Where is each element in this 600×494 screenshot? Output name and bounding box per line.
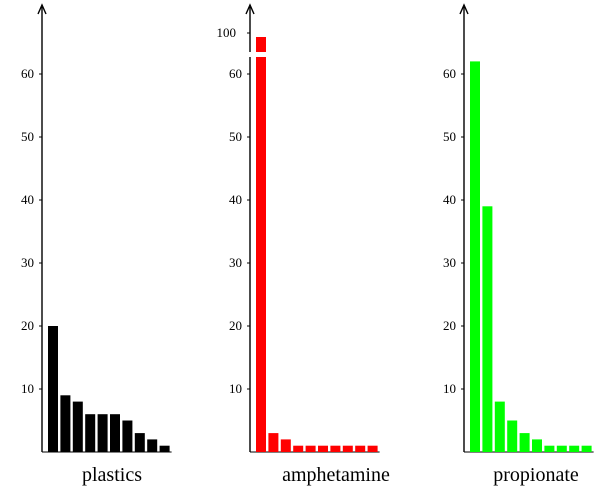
panel-label: propionate — [493, 464, 579, 486]
plastics-panel: 10 20 30 40 50 60 plastics — [21, 3, 172, 486]
bar-7 — [122, 420, 133, 452]
bar-2 — [60, 395, 71, 452]
bar-9 — [355, 445, 366, 452]
bar-5 — [519, 433, 530, 452]
bar-6 — [532, 439, 542, 452]
bar-2 — [268, 433, 279, 452]
y-tick-label-40: 40 — [443, 192, 456, 207]
bar-8 — [134, 433, 145, 452]
bar-2 — [482, 206, 493, 452]
bar-8 — [556, 445, 567, 452]
y-tick-label-30: 30 — [229, 255, 242, 270]
panel-label: amphetamine — [282, 464, 390, 486]
y-tick-label-50: 50 — [229, 129, 242, 144]
y-tick-label-10: 10 — [229, 381, 242, 396]
y-tick-label-30: 30 — [443, 255, 456, 270]
y-tick-label-10: 10 — [21, 381, 34, 396]
panel-label: plastics — [82, 464, 142, 486]
bar-6 — [110, 414, 120, 452]
bar-5 — [305, 445, 316, 452]
bar-1 — [48, 326, 58, 452]
y-tick-label-10: 10 — [443, 381, 456, 396]
bar-3 — [494, 401, 505, 452]
bar-1 — [470, 61, 480, 453]
y-tick-label-20: 20 — [229, 318, 242, 333]
axis-break-gap — [255, 52, 267, 57]
bar-3 — [72, 401, 83, 452]
y-axis-arrow — [245, 3, 255, 15]
bar-4 — [293, 445, 304, 452]
propionate-panel: 10 20 30 40 50 60 propionate — [443, 3, 594, 486]
bar-3 — [280, 439, 291, 452]
bar-4 — [507, 420, 518, 452]
bar-9 — [569, 445, 580, 452]
bar-1 — [256, 37, 266, 452]
bar-4 — [85, 414, 96, 452]
bar-9 — [147, 439, 158, 452]
y-tick-label-break: 100 — [217, 25, 237, 40]
y-tick-label-20: 20 — [21, 318, 34, 333]
y-tick-label-60: 60 — [443, 66, 456, 81]
axis-break-gap-axis — [249, 52, 252, 57]
y-tick-label-40: 40 — [21, 192, 34, 207]
amphetamine-panel: 10 20 30 40 50 60 100 amphetamine — [217, 3, 390, 486]
bar-7 — [544, 445, 555, 452]
bar-10 — [367, 445, 378, 452]
bar-10 — [581, 445, 592, 452]
bar-7 — [330, 445, 341, 452]
bar-5 — [97, 414, 108, 452]
bar-6 — [318, 445, 328, 452]
y-tick-label-50: 50 — [443, 129, 456, 144]
y-tick-label-30: 30 — [21, 255, 34, 270]
y-tick-label-40: 40 — [229, 192, 242, 207]
y-tick-label-60: 60 — [229, 66, 242, 81]
bar-8 — [342, 445, 353, 452]
y-axis-arrow — [37, 3, 47, 15]
bar-10 — [159, 445, 170, 452]
y-tick-label-20: 20 — [443, 318, 456, 333]
y-axis-arrow — [459, 3, 469, 15]
y-tick-label-60: 60 — [21, 66, 34, 81]
y-tick-label-50: 50 — [21, 129, 34, 144]
